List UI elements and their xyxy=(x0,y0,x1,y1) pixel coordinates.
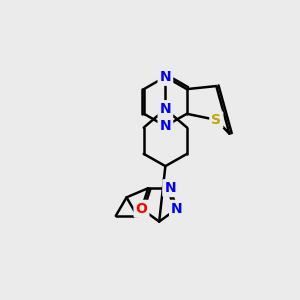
Text: O: O xyxy=(136,202,147,216)
Text: N: N xyxy=(164,181,176,195)
Text: N: N xyxy=(160,119,171,133)
Text: N: N xyxy=(160,102,171,116)
Text: N: N xyxy=(171,202,183,216)
Text: S: S xyxy=(211,113,221,127)
Text: N: N xyxy=(160,70,171,84)
